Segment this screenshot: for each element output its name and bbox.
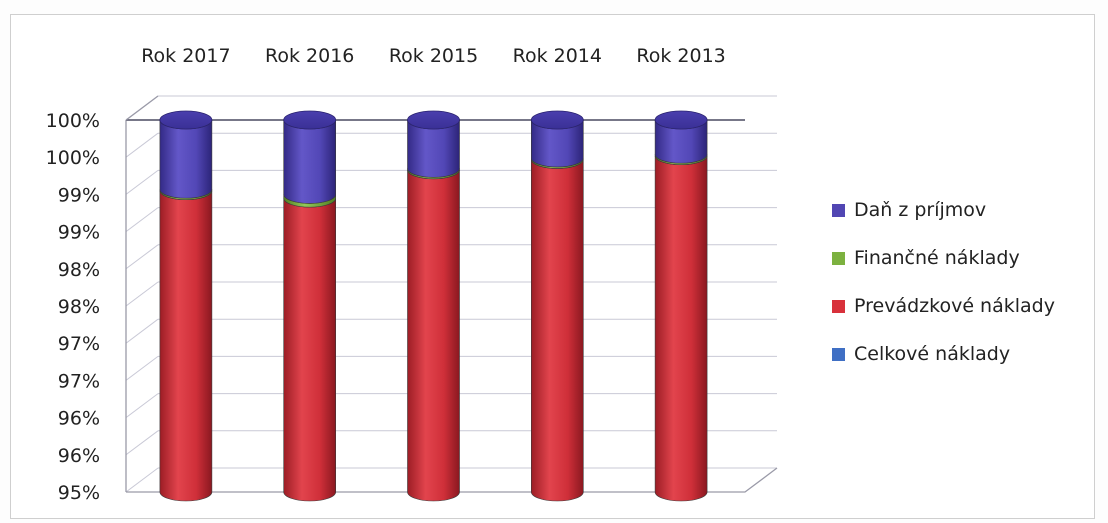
grid-side-line	[125, 169, 159, 195]
bar-segment-4	[283, 119, 336, 204]
legend-swatch-financne	[832, 251, 845, 265]
grid-side-line	[125, 467, 159, 493]
legend-swatch-dan	[832, 203, 845, 217]
y-tick-label: 99%	[58, 184, 100, 206]
legend: Daň z príjmov Finančné náklady Prevádzko…	[832, 186, 1102, 378]
bar-segment-2	[283, 198, 336, 502]
x-tick-label: Rok 2014	[513, 45, 602, 67]
grid-side-line	[125, 132, 159, 158]
x-tick-label: Rok 2015	[389, 45, 478, 67]
bar-top-cap	[407, 110, 460, 130]
bar-segment-2	[531, 159, 584, 502]
bar-top-cap	[159, 110, 213, 130]
grid-side-line	[125, 207, 159, 233]
legend-item-dan: Daň z príjmov	[832, 186, 1102, 234]
bar-segment-2	[654, 155, 708, 502]
legend-label-prevadzkove: Prevádzkové náklady	[854, 295, 1055, 317]
legend-item-financne: Finančné náklady	[832, 234, 1102, 282]
y-tick-label: 95%	[58, 482, 100, 504]
grid-side-line	[125, 244, 159, 270]
y-tick-label: 97%	[58, 333, 100, 355]
y-tick-label: 98%	[58, 296, 100, 318]
bar-segment-2	[159, 190, 213, 502]
y-tick-label: 99%	[58, 222, 100, 244]
bar-top-cap	[530, 110, 584, 130]
legend-label-financne: Finančné náklady	[854, 247, 1020, 269]
y-tick-label: 100%	[46, 110, 100, 132]
y-tick-label: 98%	[58, 259, 100, 281]
legend-label-dan: Daň z príjmov	[854, 199, 987, 221]
bar-top-cap	[654, 110, 708, 130]
bar-segment-4	[159, 119, 213, 199]
y-tick-label: 97%	[58, 370, 100, 392]
legend-item-celkove: Celkové náklady	[832, 330, 1102, 378]
legend-item-prevadzkove: Prevádzkové náklady	[832, 282, 1102, 330]
legend-label-celkove: Celkové náklady	[854, 343, 1011, 365]
x-tick-label: Rok 2013	[636, 45, 725, 67]
legend-swatch-celkove	[832, 347, 845, 361]
grid-side-line	[125, 393, 159, 419]
labels-layer: 95% 96% 96% 97% 97% 98% 98% 99% 99% 100% 100% Rok 2…	[46, 45, 726, 504]
bar-top-cap	[283, 110, 337, 130]
grid-side-line	[125, 318, 159, 344]
y-tick-label: 96%	[58, 408, 100, 430]
x-tick-label: Rok 2016	[265, 45, 354, 67]
grid-side-line	[125, 355, 159, 381]
x-tick-label: Rok 2017	[141, 45, 230, 67]
legend-swatch-prevadzkove	[832, 299, 845, 313]
bars-layer	[159, 110, 708, 502]
grid-side-line	[125, 430, 159, 456]
y-tick-label: 96%	[58, 445, 100, 467]
top-side-edge	[125, 95, 159, 121]
bar-segment-2	[407, 169, 460, 502]
grid-side-line	[125, 281, 159, 307]
y-tick-label: 100%	[46, 147, 100, 169]
